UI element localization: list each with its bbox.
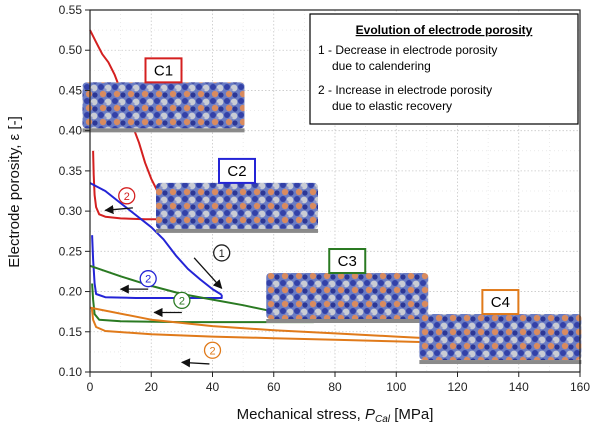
y-tick-label: 0.40 <box>59 124 83 138</box>
x-tick-label: 160 <box>570 380 590 394</box>
x-tick-label: 40 <box>206 380 220 394</box>
y-tick-label: 0.30 <box>59 204 83 218</box>
annotation-marker: 2 <box>153 291 191 318</box>
current-collector <box>419 360 582 365</box>
y-tick-label: 0.45 <box>59 83 83 97</box>
sample-label-box <box>328 248 367 275</box>
annotation-arrow <box>104 205 133 215</box>
x-tick-label: 120 <box>447 380 467 394</box>
y-axis-label: Electrode porosity, ε [-] <box>6 116 23 267</box>
particle-image <box>82 82 245 129</box>
x-tick-label: 140 <box>509 380 529 394</box>
particle-image <box>266 273 429 320</box>
annotation-arrow <box>193 257 223 290</box>
sample-label-box <box>481 289 520 316</box>
electrode-sample-c4: C4 <box>419 289 582 365</box>
annotation-number: 2 <box>145 274 151 286</box>
annotation-number: 2 <box>209 345 215 357</box>
y-tick-label: 0.20 <box>59 285 83 299</box>
electrode-samples: C1 C2 C3 C4 <box>82 57 582 365</box>
annotation-circle <box>203 341 222 359</box>
x-axis-label: Mechanical stress, PCal [MPa] <box>237 406 434 425</box>
sample-label-box <box>218 157 256 184</box>
annotations: 2 1 2 2 2 <box>104 187 231 368</box>
y-tick-label: 0.15 <box>59 325 83 339</box>
annotation-arrow <box>180 358 210 368</box>
y-tick-label: 0.35 <box>59 164 83 178</box>
y-tick-label: 0.50 <box>59 43 83 57</box>
x-tick-label: 60 <box>267 380 281 394</box>
particle-image <box>419 314 582 361</box>
annotation-circle <box>118 187 136 205</box>
series-line-c2-loading <box>89 182 223 296</box>
sample-label: C2 <box>227 163 246 180</box>
y-tick-label: 0.10 <box>59 365 83 379</box>
current-collector <box>156 228 318 233</box>
annotation-number: 2 <box>179 295 185 307</box>
x-tick-label: 0 <box>87 380 94 394</box>
legend-line-3: 2 - Increase in electrode porosity <box>318 83 492 97</box>
sample-label: C1 <box>154 62 173 79</box>
sample-label: C3 <box>338 253 357 270</box>
sample-label-box <box>144 57 183 84</box>
particle-image <box>156 182 318 229</box>
sample-label: C4 <box>491 294 510 311</box>
legend-line-4: due to elastic recovery <box>332 99 452 113</box>
y-tick-label: 0.55 <box>59 3 83 17</box>
current-collector <box>266 319 429 324</box>
electrode-sample-c3: C3 <box>266 248 429 324</box>
annotation-marker: 2 <box>180 341 222 368</box>
electrode-sample-c1: C1 <box>82 57 245 133</box>
annotation-number: 1 <box>219 248 225 260</box>
electrode-sample-c2: C2 <box>156 157 318 233</box>
x-tick-label: 20 <box>145 380 159 394</box>
annotation-number: 2 <box>124 191 130 203</box>
x-tick-label: 80 <box>328 380 342 394</box>
x-tick-label: 100 <box>386 380 406 394</box>
y-axis-ticks: 0.10 0.15 0.20 0.25 0.30 0.35 0.40 0.45 0.50 0.55 <box>59 3 90 379</box>
annotation-circle <box>173 291 191 310</box>
current-collector <box>82 128 245 133</box>
legend-box: Evolution of electrode porosity 1 - Decr… <box>309 13 579 125</box>
annotation-circle <box>139 270 157 288</box>
annotation-marker: 2 <box>119 270 157 294</box>
legend-line-1: 1 - Decrease in electrode porosity <box>318 43 497 57</box>
y-tick-label: 0.25 <box>59 244 83 258</box>
x-axis-ticks: 0 20 40 60 80 100 120 140 160 <box>87 372 590 394</box>
legend-line-2: due to calendering <box>332 59 431 73</box>
annotation-circle <box>213 244 231 262</box>
legend-title: Evolution of electrode porosity <box>356 23 533 37</box>
annotation-marker: 2 <box>104 187 136 215</box>
annotation-marker: 1 <box>193 244 231 290</box>
